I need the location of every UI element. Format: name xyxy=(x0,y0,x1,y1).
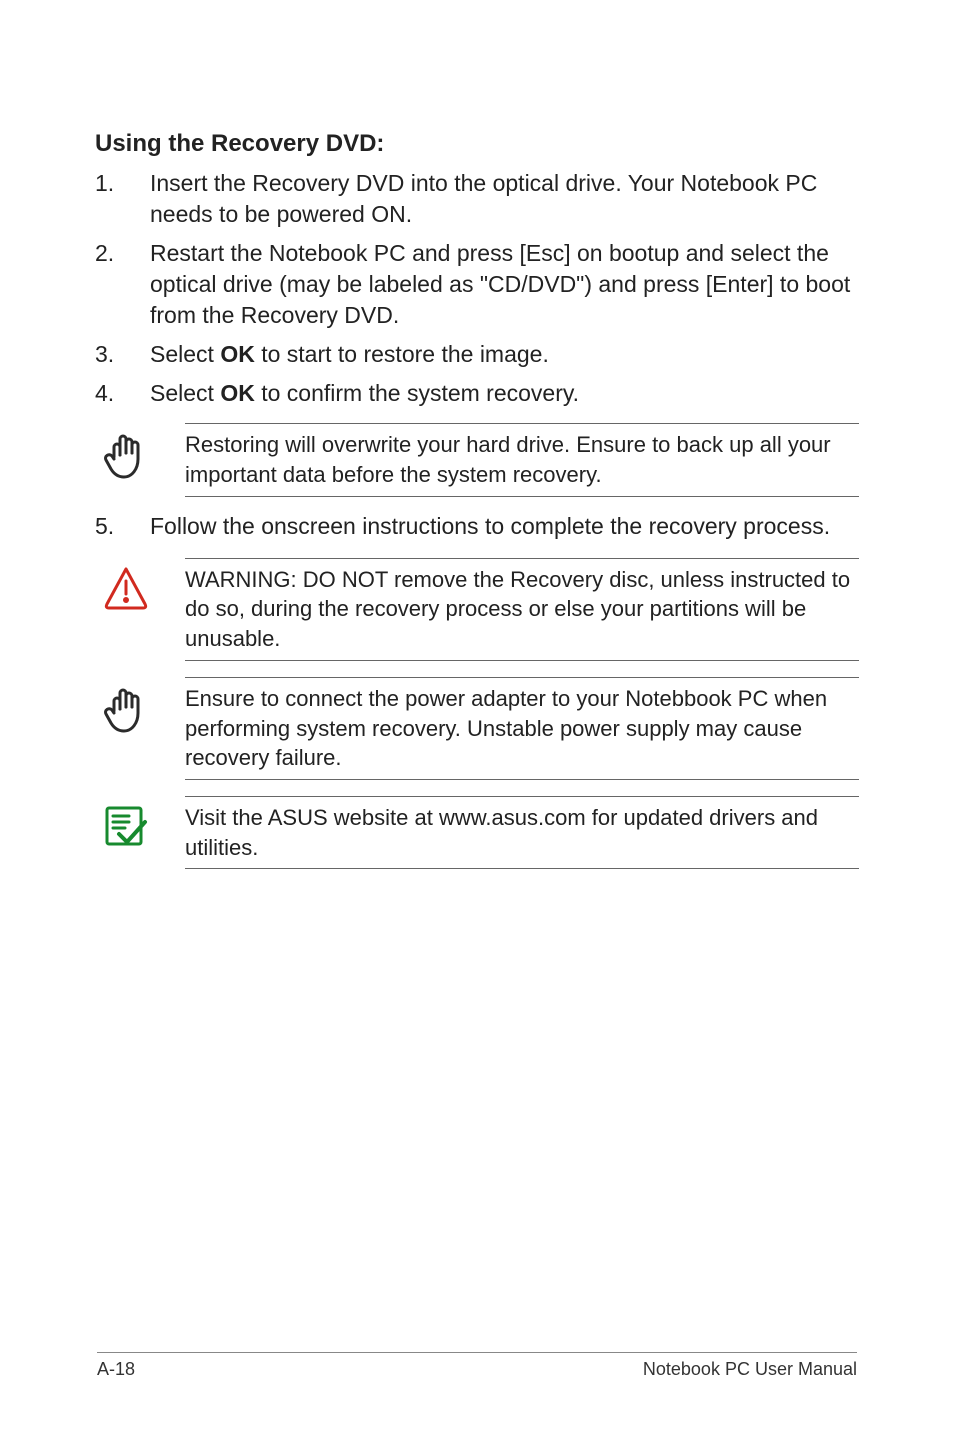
note-text: WARNING: DO NOT remove the Recovery disc… xyxy=(185,559,859,660)
note-warning-disc: WARNING: DO NOT remove the Recovery disc… xyxy=(95,558,859,661)
note-power-adapter: Ensure to connect the power adapter to y… xyxy=(95,677,859,780)
note-doc-icon xyxy=(95,796,185,850)
note-rule-bottom xyxy=(185,496,859,497)
note-rule-bottom xyxy=(185,660,859,661)
steps-list-cont: 5. Follow the onscreen instructions to c… xyxy=(95,511,859,542)
note-text: Restoring will overwrite your hard drive… xyxy=(185,424,859,495)
page-footer: A-18 Notebook PC User Manual xyxy=(97,1352,857,1380)
note-rule-bottom xyxy=(185,868,859,869)
note-restore-overwrite: Restoring will overwrite your hard drive… xyxy=(95,423,859,496)
step-2: 2. Restart the Notebook PC and press [Es… xyxy=(95,238,859,331)
section-heading: Using the Recovery DVD: xyxy=(95,130,859,158)
step-number: 5. xyxy=(95,511,150,542)
step-number: 4. xyxy=(95,378,150,409)
step-5: 5. Follow the onscreen instructions to c… xyxy=(95,511,859,542)
step-text-post: to confirm the system recovery. xyxy=(255,380,579,406)
step-number: 1. xyxy=(95,168,150,230)
note-text: Ensure to connect the power adapter to y… xyxy=(185,678,859,779)
step-text-pre: Select xyxy=(150,341,220,367)
step-3: 3. Select OK to start to restore the ima… xyxy=(95,339,859,370)
note-rule-bottom xyxy=(185,779,859,780)
step-text-bold: OK xyxy=(220,380,255,406)
warning-icon xyxy=(95,558,185,612)
note-text: Visit the ASUS website at www.asus.com f… xyxy=(185,797,859,868)
step-text: Follow the onscreen instructions to comp… xyxy=(150,511,859,542)
step-4: 4. Select OK to confirm the system recov… xyxy=(95,378,859,409)
step-text: Select OK to confirm the system recovery… xyxy=(150,378,859,409)
steps-list: 1. Insert the Recovery DVD into the opti… xyxy=(95,168,859,409)
step-text: Select OK to start to restore the image. xyxy=(150,339,859,370)
step-number: 3. xyxy=(95,339,150,370)
step-text-bold: OK xyxy=(220,341,255,367)
hand-icon xyxy=(95,423,185,481)
step-1: 1. Insert the Recovery DVD into the opti… xyxy=(95,168,859,230)
step-number: 2. xyxy=(95,238,150,331)
note-asus-website: Visit the ASUS website at www.asus.com f… xyxy=(95,796,859,869)
manual-title: Notebook PC User Manual xyxy=(643,1359,857,1380)
page-number: A-18 xyxy=(97,1359,135,1380)
step-text-pre: Select xyxy=(150,380,220,406)
step-text-post: to start to restore the image. xyxy=(255,341,549,367)
step-text: Restart the Notebook PC and press [Esc] … xyxy=(150,238,859,331)
hand-icon xyxy=(95,677,185,735)
footer-rule xyxy=(97,1352,857,1353)
step-text: Insert the Recovery DVD into the optical… xyxy=(150,168,859,230)
